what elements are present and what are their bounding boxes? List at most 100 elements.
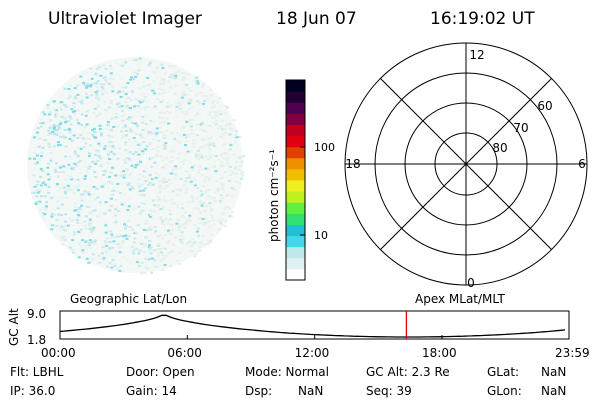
image-pixel — [140, 261, 144, 264]
image-pixel — [137, 69, 141, 72]
gc-alt-field: GC Alt: 2.3 Re — [366, 365, 450, 379]
image-pixel — [156, 195, 160, 198]
image-pixel — [141, 148, 145, 151]
image-pixel — [33, 157, 36, 160]
image-pixel — [191, 238, 195, 241]
image-pixel — [164, 163, 168, 166]
image-pixel — [91, 132, 95, 134]
image-pixel — [77, 123, 81, 126]
image-pixel — [125, 168, 129, 171]
image-pixel — [141, 175, 145, 178]
image-pixel — [67, 127, 71, 130]
image-pixel — [97, 155, 101, 158]
image-pixel — [138, 173, 142, 176]
image-pixel — [176, 206, 180, 209]
image-pixel — [168, 209, 172, 212]
image-pixel — [60, 238, 64, 241]
image-pixel — [71, 239, 75, 242]
image-pixel — [186, 73, 190, 76]
image-pixel — [136, 124, 140, 127]
image-pixel — [180, 107, 184, 110]
image-pixel — [104, 201, 108, 204]
image-pixel — [118, 192, 122, 195]
image-pixel — [92, 185, 96, 188]
image-pixel — [87, 212, 91, 215]
image-pixel — [72, 134, 76, 137]
image-pixel — [71, 219, 75, 222]
image-pixel — [214, 123, 218, 126]
image-pixel — [126, 184, 130, 187]
timeline-tick-label: 06:00 — [167, 346, 202, 360]
image-pixel — [175, 222, 179, 225]
image-pixel — [178, 225, 182, 228]
image-pixel — [95, 94, 99, 97]
image-pixel — [172, 65, 176, 68]
image-pixel — [126, 209, 130, 211]
image-pixel — [214, 170, 218, 172]
image-pixel — [146, 115, 150, 118]
image-pixel — [219, 164, 223, 166]
image-pixel — [114, 174, 118, 177]
image-pixel — [158, 190, 162, 193]
image-pixel — [231, 195, 234, 198]
image-pixel — [85, 96, 89, 99]
image-pixel — [168, 65, 172, 68]
timeline-left-label: Geographic Lat/Lon — [70, 292, 187, 306]
image-pixel — [120, 105, 124, 108]
image-pixel — [126, 107, 130, 109]
image-pixel — [87, 155, 91, 158]
image-pixel — [68, 209, 72, 212]
image-pixel — [119, 153, 122, 156]
colorbar-segment — [286, 102, 305, 114]
image-pixel — [139, 108, 143, 110]
colorbar-frame — [285, 79, 306, 281]
image-pixel — [186, 150, 190, 153]
image-pixel — [213, 199, 217, 202]
image-pixel — [178, 141, 182, 144]
image-pixel — [120, 130, 123, 133]
image-pixel — [110, 266, 114, 269]
image-pixel — [162, 196, 166, 198]
image-pixel — [67, 189, 71, 192]
image-pixel — [131, 90, 134, 93]
image-pixel — [113, 262, 117, 264]
image-pixel — [80, 204, 84, 207]
image-pixel — [209, 197, 213, 200]
colorbar-unit-label: photon cm⁻²s⁻¹ — [267, 149, 281, 242]
image-pixel — [73, 87, 77, 90]
image-pixel — [130, 246, 134, 249]
image-pixel — [183, 77, 187, 80]
image-pixel — [162, 199, 166, 202]
image-pixel — [32, 191, 36, 194]
image-pixel — [208, 111, 212, 114]
image-pixel — [160, 131, 164, 134]
image-pixel — [39, 167, 43, 170]
image-pixel — [161, 159, 165, 162]
image-pixel — [63, 190, 67, 193]
image-pixel — [89, 85, 92, 88]
image-pixel — [194, 77, 198, 80]
image-pixel — [162, 176, 166, 179]
image-pixel — [156, 155, 159, 158]
image-pixel — [177, 97, 181, 100]
image-pixel — [221, 197, 224, 200]
image-pixel — [76, 84, 80, 87]
image-pixel — [167, 122, 171, 125]
image-pixel — [94, 198, 97, 201]
image-pixel — [69, 117, 73, 120]
image-pixel — [184, 191, 188, 194]
image-pixel — [87, 137, 91, 140]
image-pixel — [225, 195, 229, 198]
image-pixel — [68, 115, 72, 118]
image-pixel — [81, 244, 85, 247]
image-pixel — [219, 200, 222, 202]
image-pixel — [96, 105, 100, 108]
image-pixel — [207, 151, 211, 154]
dsp-value: NaN — [298, 384, 323, 398]
image-pixel — [58, 132, 62, 135]
image-pixel — [183, 226, 187, 229]
image-pixel — [131, 78, 135, 81]
image-pixel — [207, 176, 211, 179]
image-pixel — [219, 221, 222, 224]
colorbar-segment — [286, 157, 305, 170]
